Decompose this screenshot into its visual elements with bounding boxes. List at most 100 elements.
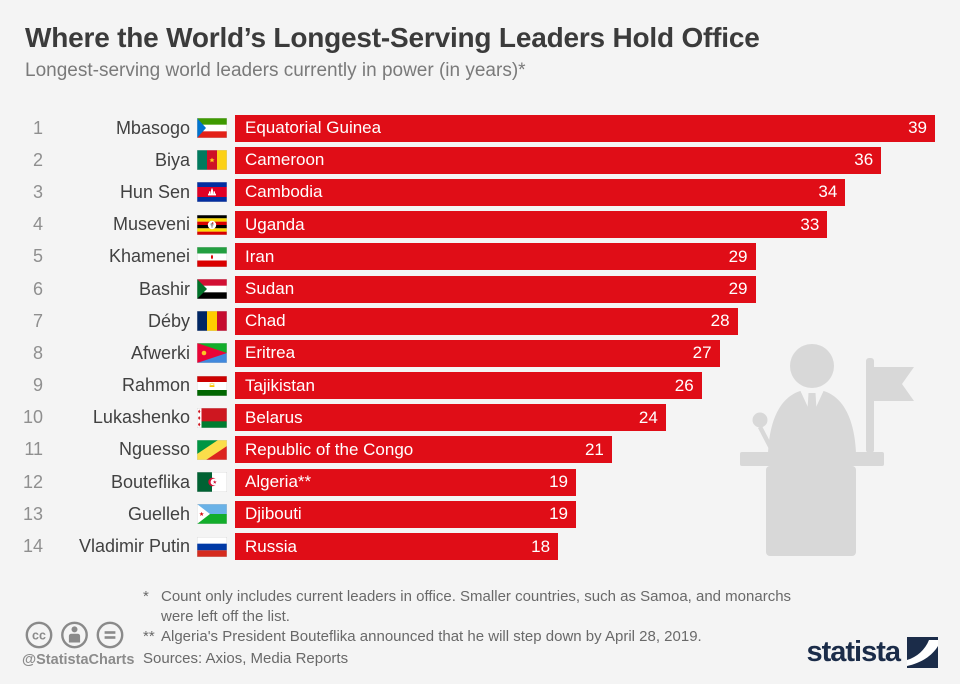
leader-row: 9 Rahmon Tajikistan 26 [0, 370, 960, 402]
svg-text:cc: cc [32, 628, 46, 642]
leader-name: Nguesso [118, 439, 190, 460]
statista-charts-handle[interactable]: @StatistaCharts [22, 652, 135, 668]
country-label: Belarus [245, 407, 303, 427]
value-label: 33 [800, 214, 820, 234]
leader-name: Bashir [138, 278, 190, 299]
flag-cambodia-icon [197, 182, 227, 203]
flag-chad-icon [197, 311, 227, 332]
leader-row: 2 Biya Cameroon 36 [0, 144, 960, 176]
country-label: Iran [245, 246, 275, 266]
rank-label: 11 [24, 439, 43, 460]
footnote-marker: ** [143, 628, 155, 645]
leader-name: Afwerki [130, 342, 190, 363]
leader-name: Khamenei [108, 246, 190, 267]
value-label: 34 [818, 182, 838, 202]
leader-row: 7 Déby Chad 28 [0, 305, 960, 337]
footnotes: * Count only includes current leaders in… [143, 587, 813, 647]
country-label: Equatorial Guinea [245, 118, 382, 138]
rank-label: 2 [32, 149, 43, 170]
leader-row: 6 Bashir Sudan 29 [0, 273, 960, 305]
country-label: Eritrea [245, 343, 296, 363]
leader-name: Rahmon [121, 375, 190, 396]
rank-label: 1 [32, 117, 43, 138]
country-label: Russia [245, 536, 297, 556]
country-bar: Tajikistan 26 [235, 372, 702, 400]
leader-row: 5 Khamenei Iran 29 [0, 241, 960, 273]
value-label: 28 [710, 311, 730, 331]
leader-name: Guelleh [127, 503, 190, 524]
country-bar: Belarus 24 [235, 404, 666, 432]
cc-license-badge[interactable]: cc [24, 620, 125, 650]
flag-cameroon-icon [197, 150, 227, 171]
leader-row: 3 Hun Sen Cambodia 34 [0, 176, 960, 208]
speaker-at-podium-silhouette-icon [740, 340, 924, 565]
flag-algeria-icon [197, 472, 227, 493]
country-bar: Cameroon 36 [235, 146, 882, 174]
leader-row: 4 Museveni Uganda 33 [0, 209, 960, 241]
country-bar: Djibouti 19 [235, 500, 576, 528]
value-label: 39 [908, 118, 927, 138]
country-label: Djibouti [245, 504, 302, 524]
country-label: Algeria** [245, 472, 312, 492]
leader-row: 13 Guelleh Djibouti 19 [0, 498, 960, 530]
footnote-text: Algeria's President Bouteflika announced… [161, 628, 702, 645]
country-label: Cameroon [245, 150, 325, 170]
country-bar: Chad 28 [235, 307, 738, 335]
leader-name: Mbasogo [115, 117, 190, 138]
leader-name: Museveni [112, 214, 190, 235]
country-bar: Republic of the Congo 21 [235, 436, 612, 464]
flag-belarus-icon [197, 407, 227, 428]
value-label: 19 [549, 504, 568, 524]
country-bar: Eritrea 27 [235, 339, 720, 367]
leader-row: 11 Nguesso Republic of the Congo 21 [0, 434, 960, 466]
leader-name: Hun Sen [119, 181, 190, 202]
flag-iran-icon [197, 246, 227, 267]
leader-row: 14 Vladimir Putin Russia 18 [0, 530, 960, 562]
country-bar: Iran 29 [235, 243, 756, 271]
leader-name: Lukashenko [92, 407, 190, 428]
statista-wordmark: statista [806, 636, 901, 668]
flag-russia-icon [197, 536, 227, 557]
value-label: 18 [531, 536, 551, 556]
leader-row: 8 Afwerki Eritrea 27 [0, 337, 960, 369]
statista-logo[interactable]: statista [806, 637, 938, 668]
leader-name: Biya [154, 149, 190, 170]
rank-label: 12 [22, 471, 43, 492]
country-bar: Russia 18 [235, 533, 559, 561]
country-bar: Sudan 29 [235, 275, 756, 303]
rank-label: 14 [22, 536, 43, 557]
rank-label: 5 [32, 246, 43, 267]
country-label: Cambodia [245, 182, 323, 202]
rank-label: 4 [32, 214, 43, 235]
value-label: 24 [638, 407, 658, 427]
flag-uganda-icon [197, 214, 227, 235]
flag-djibouti-icon [197, 504, 227, 525]
country-label: Chad [245, 311, 286, 331]
sources-line: Sources: Axios, Media Reports [143, 650, 349, 667]
rank-label: 9 [32, 375, 43, 396]
flag-tajikistan-icon [197, 375, 227, 396]
country-bar: Algeria** 19 [235, 468, 576, 496]
leader-name: Déby [147, 310, 190, 331]
value-label: 29 [728, 279, 748, 299]
leader-row: 12 Bouteflika Algeria** 19 [0, 466, 960, 498]
leader-row: 1 Mbasogo Equatorial Guinea 39 [0, 112, 960, 144]
rank-label: 7 [32, 310, 43, 331]
rank-label: 8 [32, 342, 43, 363]
flag-sudan-icon [197, 279, 227, 300]
page-subtitle: Longest-serving world leaders currently … [25, 60, 526, 81]
country-bar: Cambodia 34 [235, 178, 846, 206]
value-label: 21 [584, 439, 604, 459]
rank-label: 13 [22, 503, 43, 524]
country-label: Sudan [245, 279, 295, 299]
page-title: Where the World’s Longest-Serving Leader… [25, 22, 760, 53]
value-label: 27 [692, 343, 712, 363]
leader-name: Vladimir Putin [78, 536, 190, 557]
country-bar: Equatorial Guinea 39 [235, 114, 935, 142]
rank-label: 10 [22, 407, 43, 428]
country-label: Tajikistan [245, 375, 315, 395]
value-label: 19 [549, 472, 568, 492]
statista-logo-mark-icon [907, 637, 938, 668]
value-label: 36 [854, 150, 874, 170]
